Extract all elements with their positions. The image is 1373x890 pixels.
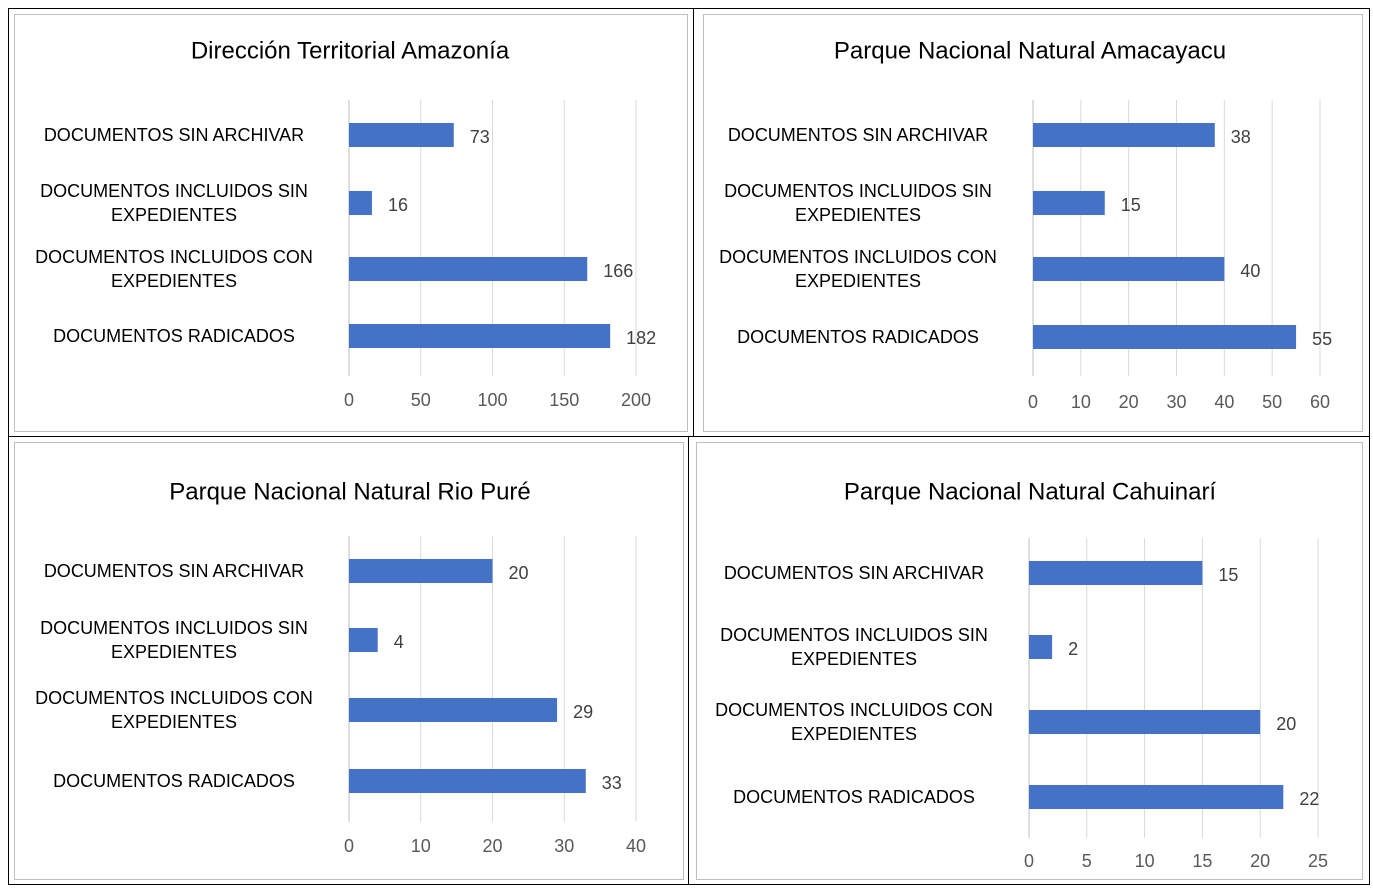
- y-tick-label: DOCUMENTOS INCLUIDOS SIN EXPEDIENTES: [40, 618, 308, 662]
- x-tick-label: 40: [626, 836, 646, 856]
- x-tick-label: 20: [482, 836, 502, 856]
- data-label: 166: [603, 261, 633, 281]
- x-tick-label: 30: [1166, 392, 1186, 412]
- x-tick-label: 15: [1192, 851, 1212, 871]
- y-tick-label: DOCUMENTOS INCLUIDOS CON EXPEDIENTES: [35, 688, 313, 732]
- y-tick-label: DOCUMENTOS INCLUIDOS SIN EXPEDIENTES: [720, 625, 988, 669]
- data-label: 33: [602, 773, 622, 793]
- chart-title: Parque Nacional Natural Cahuinarí: [844, 478, 1217, 505]
- y-tick-label: DOCUMENTOS RADICADOS: [733, 787, 975, 807]
- x-tick-label: 0: [1024, 851, 1034, 871]
- y-tick-label: DOCUMENTOS RADICADOS: [53, 771, 295, 791]
- bar: [349, 628, 378, 652]
- y-tick-label: DOCUMENTOS INCLUIDOS CON EXPEDIENTES: [719, 247, 997, 291]
- bar: [1033, 257, 1225, 281]
- bar: [1029, 785, 1284, 809]
- table-border: [8, 884, 1370, 885]
- y-tick-label: DOCUMENTOS RADICADOS: [737, 327, 979, 347]
- table-border: [8, 436, 1370, 437]
- x-tick-label: 20: [1250, 851, 1270, 871]
- data-label: 38: [1231, 127, 1251, 147]
- data-label: 182: [626, 328, 656, 348]
- chart-title: Parque Nacional Natural Amacayacu: [834, 37, 1226, 64]
- x-tick-label: 20: [1119, 392, 1139, 412]
- data-label: 29: [573, 702, 593, 722]
- x-tick-label: 0: [1028, 392, 1038, 412]
- y-tick-label: DOCUMENTOS INCLUIDOS SIN EXPEDIENTES: [40, 181, 308, 225]
- bar: [349, 191, 372, 215]
- x-tick-label: 10: [411, 836, 431, 856]
- data-label: 20: [509, 563, 529, 583]
- x-tick-label: 30: [554, 836, 574, 856]
- bar: [349, 698, 558, 722]
- x-tick-label: 0: [344, 390, 354, 410]
- x-tick-label: 100: [477, 390, 507, 410]
- x-tick-label: 25: [1308, 851, 1328, 871]
- x-tick-label: 5: [1082, 851, 1092, 871]
- data-label: 22: [1299, 789, 1319, 809]
- x-tick-label: 50: [411, 390, 431, 410]
- chart-frame: [14, 14, 688, 432]
- table-border: [8, 8, 9, 885]
- chart-title: Dirección Territorial Amazonía: [191, 37, 510, 64]
- bar: [1033, 191, 1105, 215]
- data-label: 20: [1276, 714, 1296, 734]
- bar: [349, 769, 586, 793]
- y-tick-label: DOCUMENTOS SIN ARCHIVAR: [43, 561, 305, 581]
- chart-frame: [696, 442, 1363, 880]
- table-border: [1369, 8, 1370, 885]
- bar: [1029, 635, 1053, 659]
- bar: [1033, 123, 1215, 147]
- data-label: 40: [1240, 261, 1260, 281]
- y-tick-label: DOCUMENTOS RADICADOS: [53, 326, 295, 346]
- x-tick-label: 0: [344, 836, 354, 856]
- chart-frame: [703, 14, 1363, 432]
- y-tick-label: DOCUMENTOS INCLUIDOS CON EXPEDIENTES: [35, 247, 313, 291]
- data-label: 15: [1218, 565, 1238, 585]
- bar: [349, 559, 493, 583]
- table-border: [8, 8, 1370, 9]
- chart-frame: [14, 442, 684, 880]
- y-tick-label: DOCUMENTOS SIN ARCHIVAR: [727, 125, 989, 145]
- x-tick-label: 200: [621, 390, 651, 410]
- data-label: 15: [1121, 195, 1141, 215]
- y-tick-label: DOCUMENTOS SIN ARCHIVAR: [43, 125, 305, 145]
- data-label: 4: [394, 632, 404, 652]
- chart-title: Parque Nacional Natural Rio Puré: [169, 478, 531, 505]
- data-label: 2: [1068, 639, 1078, 659]
- bar: [349, 123, 454, 147]
- y-tick-label: DOCUMENTOS INCLUIDOS SIN EXPEDIENTES: [724, 181, 992, 225]
- data-label: 73: [470, 127, 490, 147]
- x-tick-label: 40: [1214, 392, 1234, 412]
- bar: [1033, 325, 1297, 349]
- bar: [349, 257, 588, 281]
- table-border: [693, 8, 694, 437]
- table-border: [688, 436, 689, 885]
- bar: [349, 324, 611, 348]
- x-tick-label: 50: [1262, 392, 1282, 412]
- bar: [1029, 710, 1261, 734]
- data-label: 16: [388, 195, 408, 215]
- x-tick-label: 10: [1135, 851, 1155, 871]
- data-label: 55: [1312, 329, 1332, 349]
- bar: [1029, 561, 1203, 585]
- x-tick-label: 150: [549, 390, 579, 410]
- x-tick-label: 60: [1310, 392, 1330, 412]
- x-tick-label: 10: [1071, 392, 1091, 412]
- y-tick-label: DOCUMENTOS INCLUIDOS CON EXPEDIENTES: [715, 700, 993, 744]
- y-tick-label: DOCUMENTOS SIN ARCHIVAR: [723, 563, 985, 583]
